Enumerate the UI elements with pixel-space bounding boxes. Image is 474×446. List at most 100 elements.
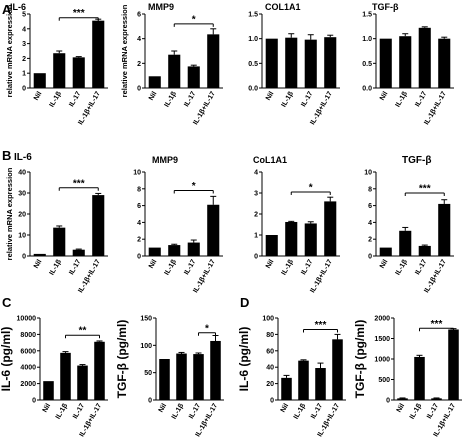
bar-3 (210, 340, 221, 400)
x-tick-label: IL-1β (171, 402, 186, 421)
bar-0 (148, 76, 161, 88)
y-tick-label: 500 (378, 377, 390, 384)
y-tick-label: 6 (137, 203, 141, 210)
x-tick-label: Nil (42, 402, 53, 413)
y-tick-label: 10 (133, 170, 141, 177)
x-tick-label: IL-17 (300, 90, 314, 108)
x-tick-label: IL-1β (164, 258, 179, 277)
bar-1 (399, 230, 412, 256)
bar-1 (285, 37, 298, 88)
x-tick-label: IL-1β (164, 90, 179, 109)
y-tick-label: 0.5 (248, 61, 258, 68)
chart-title: TGF-β (402, 155, 431, 166)
x-tick-label: Nil (33, 258, 44, 269)
panel-label-a: A (2, 2, 12, 17)
y-tick-label: 10 (364, 170, 372, 177)
bar-1 (414, 356, 425, 400)
chart-title: TGF-β (372, 2, 399, 12)
y-tick-label: 0 (22, 86, 26, 93)
y-tick-label: 0.0 (362, 86, 372, 93)
y-tick-label: 4 (137, 36, 141, 43)
x-tick-label: IL-17 (310, 402, 324, 420)
x-tick-label: IL-17 (426, 402, 440, 420)
x-tick-label: IL-17 (68, 90, 82, 108)
x-tick-label: IL-17 (183, 258, 197, 276)
y-tick-label: 0 (386, 398, 390, 405)
x-tick-label: IL-1β (395, 90, 410, 109)
y-tick-label: 4 (254, 170, 258, 177)
y-tick-label: 6 (137, 12, 141, 19)
bar-0 (159, 359, 170, 400)
panel-label-d: D (240, 295, 249, 310)
bar-1 (399, 36, 412, 88)
y-axis-label: relative mRNA expression (120, 4, 129, 97)
y-tick-label: 3 (254, 191, 258, 198)
y-tick-label: 20 (266, 381, 274, 388)
bar-2 (315, 368, 326, 400)
bar-3 (324, 37, 337, 88)
bar-1 (168, 54, 181, 88)
y-tick-label: 2 (137, 237, 141, 244)
x-tick-label: Nil (265, 90, 276, 101)
x-tick-label: IL-17 (414, 258, 428, 276)
sig-label: *** (431, 319, 443, 330)
x-tick-label: IL-1β (281, 90, 296, 109)
x-tick-label: IL-1β (395, 258, 410, 277)
x-tick-label: Nil (148, 90, 159, 101)
y-tick-label: 4 (368, 220, 372, 227)
y-tick-label: 50 (144, 370, 152, 377)
y-tick-label: 10 (18, 233, 26, 240)
bar-0 (281, 377, 292, 400)
x-tick-label: Nil (148, 258, 159, 269)
y-tick-label: 4 (137, 220, 141, 227)
y-tick-label: 8000 (20, 332, 36, 339)
bar-3 (324, 201, 337, 256)
bar-2 (193, 354, 204, 400)
sig-label: * (309, 182, 313, 193)
chart-b1: IL-6 0 10 20 30 40 relative mRNA expression Nil… (5, 152, 108, 294)
bar-3 (332, 339, 343, 400)
y-tick-label: 1500 (374, 336, 390, 343)
y-tick-label: 2 (22, 56, 26, 63)
bar-0 (379, 38, 392, 88)
y-tick-label: 0 (32, 398, 36, 405)
y-tick-label: 40 (266, 365, 274, 372)
bar-0 (397, 398, 408, 400)
chart-a2: MMP9 0 2 4 6 relative mRNA expression Nil IL-1β… (120, 2, 223, 126)
chart-title: IL-6 (10, 2, 26, 12)
x-tick-label: IL-17 (414, 90, 428, 108)
bar-1 (53, 53, 66, 88)
y-tick-label: 1 (22, 71, 26, 78)
bar-0 (33, 253, 46, 256)
x-tick-label: Nil (33, 90, 44, 101)
y-tick-label: 30 (18, 191, 26, 198)
y-tick-label: 2 (254, 212, 258, 219)
chart-title: COL1A1 (265, 2, 301, 12)
bar-2 (304, 223, 317, 256)
bar-2 (431, 398, 442, 400)
bar-1 (285, 221, 298, 256)
y-tick-label: 8 (368, 186, 372, 193)
bar-2 (187, 242, 200, 256)
bar-2 (418, 245, 431, 256)
bar-3 (207, 204, 220, 256)
bar-0 (265, 38, 278, 88)
y-tick-label: 100 (262, 316, 274, 323)
x-tick-label: IL-1β (281, 258, 296, 277)
bar-0 (33, 73, 46, 88)
x-tick-label: Nil (265, 258, 276, 269)
x-tick-label: Nil (280, 402, 291, 413)
sig-label: * (192, 14, 196, 25)
y-tick-label: 150 (140, 316, 152, 323)
y-tick-label: 2000 (374, 316, 390, 323)
y-tick-label: 3 (22, 41, 26, 48)
y-tick-label: 0 (22, 254, 26, 261)
x-tick-label: IL-1β (55, 402, 70, 421)
y-tick-label: 1.0 (362, 36, 372, 43)
y-tick-label: 1.0 (248, 36, 258, 43)
chart-title: CoL1A1 (253, 155, 287, 165)
